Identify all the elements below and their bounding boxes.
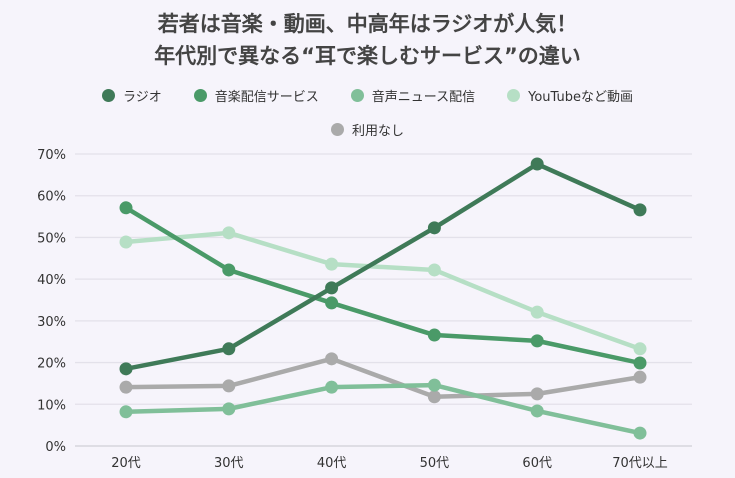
chart-title: 若者は音楽・動画、中高年はラジオが人気！ 年代別で異なる“耳で楽しむサービス”の違… [154, 12, 581, 68]
legend-label: 音声ニュース配信 [371, 90, 476, 105]
legend-marker [102, 89, 115, 102]
legend-marker [350, 89, 364, 102]
data-point [530, 387, 544, 401]
data-point [427, 328, 441, 342]
data-point [119, 380, 133, 394]
data-point [119, 362, 133, 376]
x-tick-label: 60代 [522, 456, 552, 471]
legend-item[interactable]: 音楽配信サービス [193, 86, 319, 105]
data-point [325, 352, 339, 366]
x-tick-label: 30代 [214, 456, 244, 471]
x-tick-label: 50代 [420, 456, 450, 471]
series-line [125, 230, 641, 351]
data-point [222, 402, 236, 416]
data-point [119, 201, 133, 215]
legend-item[interactable]: 利用なし [330, 120, 404, 139]
legend-label: ラジオ [123, 90, 162, 105]
y-tick-label: 20% [37, 357, 66, 372]
legend-row-2: 利用なし [0, 120, 735, 139]
data-point [427, 221, 441, 235]
legend-label: 利用なし [351, 124, 404, 139]
data-point [633, 203, 647, 217]
legend: ラジオ 音楽配信サービス 音声ニュース配信 YouTubeなど動画 [0, 86, 735, 105]
y-tick-label: 40% [37, 273, 66, 288]
legend-marker [193, 89, 207, 102]
legend-label: 音楽配信サービス [214, 90, 319, 105]
data-point [530, 157, 544, 171]
data-point [222, 379, 236, 393]
data-point [633, 342, 647, 356]
data-point [633, 426, 647, 440]
x-tick-label: 20代 [111, 456, 141, 471]
data-point [427, 263, 441, 277]
data-point [633, 356, 647, 370]
data-point [222, 226, 236, 240]
data-point [427, 378, 441, 392]
data-point [530, 305, 544, 319]
legend-item[interactable]: ラジオ [102, 86, 162, 105]
series-line [125, 161, 641, 372]
data-point [530, 334, 544, 348]
data-point [633, 370, 647, 384]
data-point [325, 281, 339, 295]
y-tick-label: 10% [37, 398, 66, 413]
y-tick-label: 70% [37, 148, 66, 163]
data-point [427, 390, 441, 404]
legend-item[interactable]: YouTubeなど動画 [507, 86, 633, 105]
data-point [119, 235, 133, 249]
y-tick-label: 0% [45, 440, 66, 455]
legend-marker [507, 89, 521, 102]
data-point [325, 257, 339, 271]
data-point [530, 404, 544, 418]
data-point [222, 342, 236, 356]
data-point [119, 405, 133, 419]
data-point [325, 380, 339, 394]
y-tick-label: 50% [37, 231, 66, 246]
y-tick-label: 60% [37, 190, 66, 205]
x-tick-label: 70代以上 [612, 456, 668, 471]
series-line [125, 356, 641, 400]
data-point [222, 263, 236, 277]
data-point [325, 296, 339, 310]
x-tick-label: 40代 [317, 456, 347, 471]
legend-item[interactable]: 音声ニュース配信 [350, 86, 476, 105]
series-line [125, 382, 641, 436]
legend-label: YouTubeなど動画 [528, 90, 633, 105]
y-tick-label: 30% [37, 315, 66, 330]
legend-marker [330, 123, 344, 136]
series-line [124, 205, 641, 366]
